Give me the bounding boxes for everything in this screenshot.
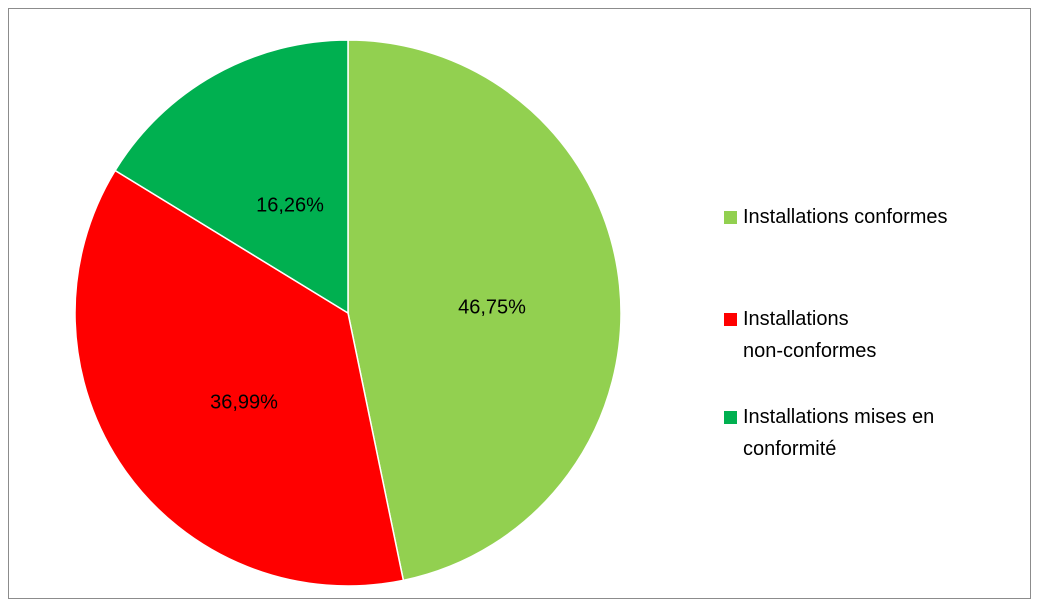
data-label-mises-en-conformite: 16,26% bbox=[256, 194, 324, 216]
legend-label-conformes: Installations conformes bbox=[743, 206, 948, 228]
data-label-non-conformes: 36,99% bbox=[210, 391, 278, 413]
legend-item-non-conformes: Installations non-conformes bbox=[724, 308, 883, 367]
chart-frame: 46,75% 36,99% 16,26% Installations conform… bbox=[8, 8, 1031, 599]
pie-slice-mises-en-conformite bbox=[114, 39, 349, 315]
pie-slice-conformes bbox=[347, 39, 622, 582]
legend-swatch-non-conformes bbox=[724, 313, 737, 326]
legend-label-mises-en-conformite: Installations mises en conformité bbox=[743, 406, 935, 460]
legend-swatch-mises-en-conformite bbox=[724, 411, 737, 424]
data-label-conformes: 46,75% bbox=[458, 296, 526, 318]
legend-item-conformes: Installations conformes bbox=[724, 206, 1003, 233]
legend-item-mises-en-conformite: Installations mises en conformité bbox=[724, 406, 993, 465]
pie-slice-non-conformes bbox=[74, 169, 405, 587]
legend-swatch-conformes bbox=[724, 211, 737, 224]
legend-label-non-conformes: Installations non-conformes bbox=[743, 308, 877, 362]
pie-chart: 46,75% 36,99% 16,26% bbox=[74, 39, 622, 587]
